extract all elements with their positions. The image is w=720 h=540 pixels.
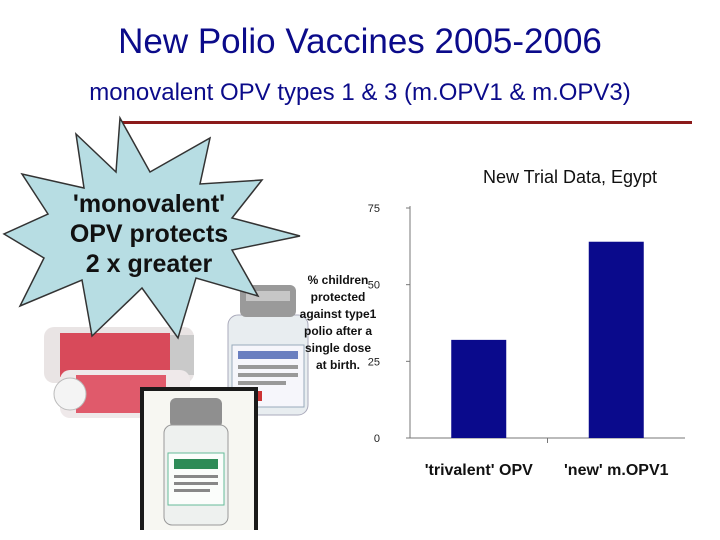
y-tick-label: 0: [374, 433, 380, 445]
bar: [451, 339, 507, 438]
title-divider: [120, 121, 692, 124]
y-tick-label: 50: [368, 280, 380, 292]
vial-front: [163, 398, 229, 526]
slide-subtitle: monovalent OPV types 1 & 3 (m.OPV1 & m.O…: [89, 79, 631, 106]
y-ticks: 0 25 50 75: [368, 203, 410, 445]
slide-title: New Polio Vaccines 2005-2006: [118, 22, 602, 61]
y-tick-label: 75: [368, 203, 380, 215]
bars: [451, 241, 644, 443]
y-axis-label: % children protected against type1 polio af…: [300, 273, 377, 372]
callout-line-1: 'monovalent': [72, 190, 226, 218]
y-axis-label-line: against type1: [300, 307, 377, 321]
vaccine-vials-photo: [44, 285, 309, 530]
starburst-callout: [2, 115, 301, 340]
x-tick-label: 'new' m.OPV1: [564, 462, 669, 479]
bar-chart: New Trial Data, Egypt % children protecte…: [300, 167, 685, 479]
y-tick-label: 25: [368, 356, 380, 368]
y-axis-label-line: % children: [308, 273, 369, 287]
y-axis-label-line: protected: [311, 290, 366, 304]
y-axis-label-line: single dose: [305, 341, 371, 355]
bar: [588, 241, 644, 438]
callout-line-3: 2 x greater: [85, 250, 213, 278]
callout-line-2: OPV protects: [69, 220, 229, 248]
callout-text: 'monovalent' OPV protects 2 x greater: [44, 189, 254, 279]
vial-lying-1: [44, 327, 194, 383]
x-tick-labels: 'trivalent' OPV 'new' m.OPV1: [425, 462, 669, 479]
x-tick-label: 'trivalent' OPV: [425, 462, 533, 479]
y-axis-label-line: at birth.: [316, 358, 360, 372]
chart-title: New Trial Data, Egypt: [483, 167, 657, 187]
y-axis-label-line: polio after a: [304, 324, 372, 338]
